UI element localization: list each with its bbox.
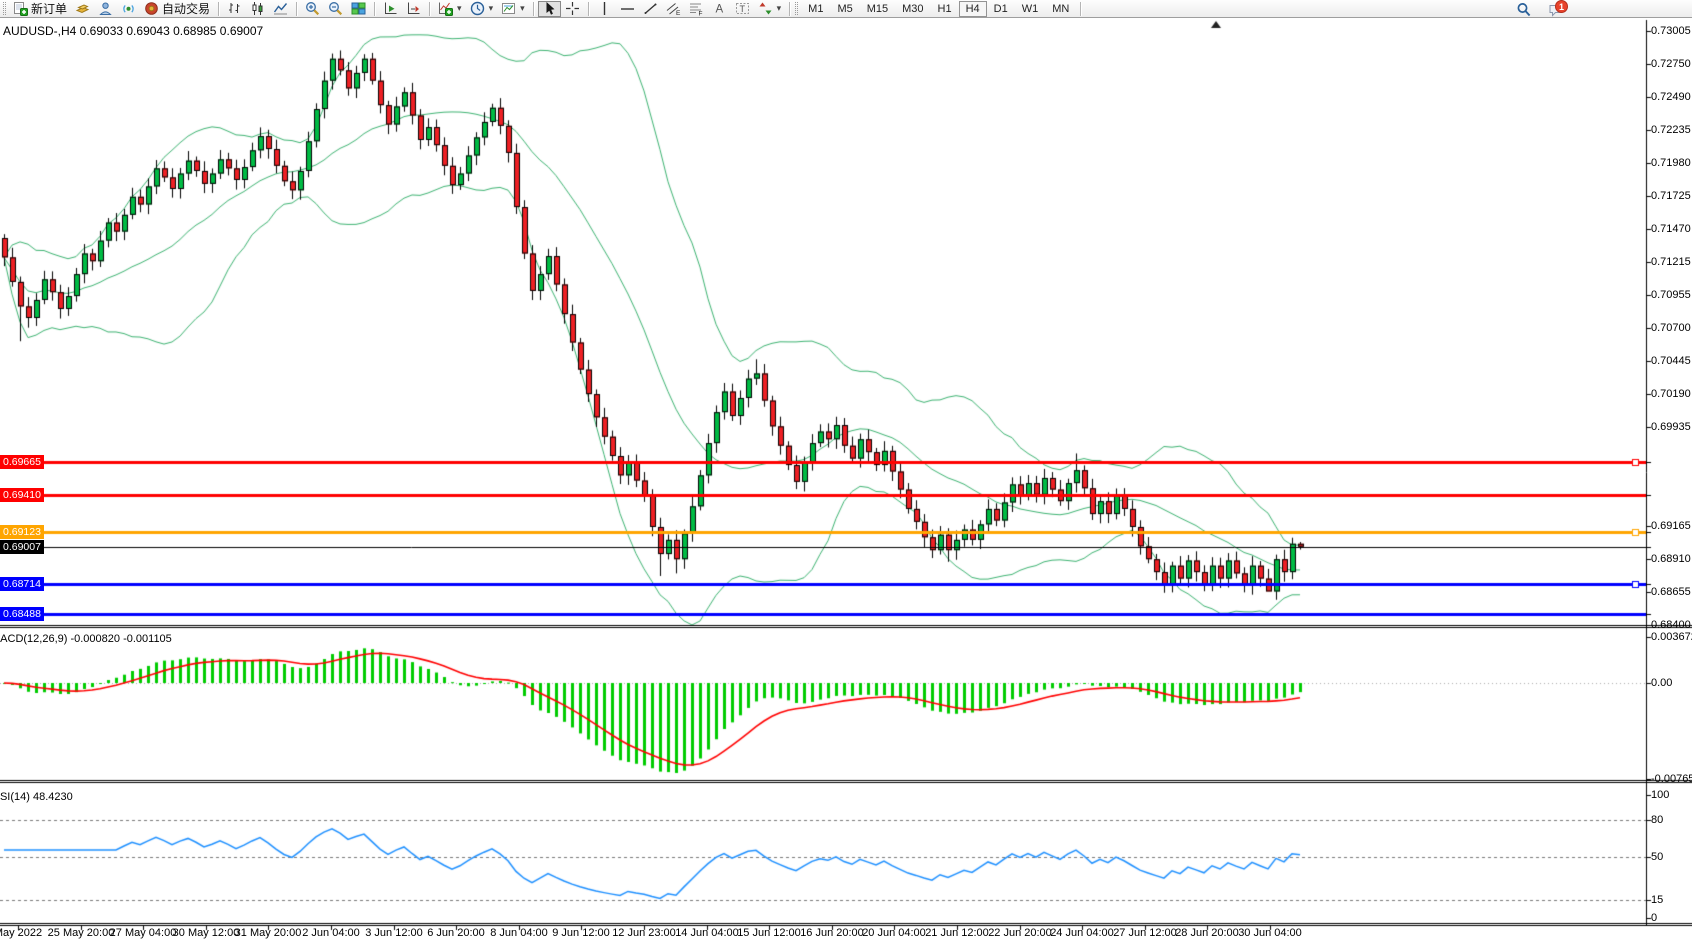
- timeframe-m15-button[interactable]: M15: [866, 2, 889, 15]
- market-watch-icon: [75, 1, 90, 16]
- indicators-button[interactable]: ▾: [434, 1, 466, 17]
- search-button[interactable]: [1512, 1, 1535, 17]
- bar-chart-button[interactable]: [223, 1, 246, 17]
- auto-scroll-icon: [383, 1, 398, 16]
- auto-trading-button[interactable]: 自动交易: [140, 1, 214, 17]
- zoom-out-button[interactable]: [324, 1, 347, 17]
- timeframe-h1-button[interactable]: H1: [937, 2, 952, 15]
- zoom-in-button[interactable]: [301, 1, 324, 17]
- svg-text:A: A: [715, 4, 723, 16]
- trendline-button[interactable]: [639, 1, 662, 17]
- horizontal-line-button[interactable]: [616, 1, 639, 17]
- arrows-button[interactable]: ▾: [754, 1, 786, 17]
- chevron-down-icon[interactable]: ▾: [457, 3, 462, 13]
- bar-chart-icon: [227, 1, 242, 16]
- periods-icon: [470, 1, 485, 16]
- chevron-down-icon[interactable]: ▾: [520, 3, 525, 13]
- data-window-icon: [98, 1, 113, 16]
- crosshair-icon: [565, 1, 580, 16]
- market-watch-button[interactable]: [71, 1, 94, 17]
- templates-icon: [501, 1, 516, 16]
- chevron-down-icon[interactable]: ▾: [776, 3, 782, 13]
- chart-shift-button[interactable]: [402, 1, 425, 17]
- templates-button[interactable]: ▾: [497, 1, 529, 17]
- text-button[interactable]: A: [708, 1, 731, 17]
- search-icon: [1516, 2, 1531, 17]
- crosshair-button[interactable]: [561, 1, 584, 17]
- cursor-button[interactable]: [537, 0, 561, 17]
- channel-icon: E: [666, 1, 681, 16]
- new-order-icon: [13, 1, 28, 16]
- fibonacci-icon: F: [689, 1, 704, 16]
- navigator-button[interactable]: [117, 1, 140, 17]
- svg-text:T: T: [739, 4, 745, 14]
- candlestick-button[interactable]: [246, 1, 269, 17]
- fibonacci-button[interactable]: F: [685, 1, 708, 17]
- text-icon: A: [712, 1, 727, 16]
- label-icon: T: [735, 1, 750, 16]
- tile-windows-button[interactable]: [347, 1, 370, 17]
- cursor-icon: [542, 1, 557, 16]
- timeframe-d1-button[interactable]: D1: [993, 2, 1008, 15]
- timeframe-h4-button[interactable]: H4: [958, 0, 987, 17]
- indicators-icon: [438, 1, 454, 16]
- vertical-line-button[interactable]: [593, 1, 616, 17]
- line-chart-button[interactable]: [269, 1, 292, 17]
- timeframe-m1-button[interactable]: M1: [808, 2, 824, 15]
- new-order-button-label: 新订单: [31, 2, 68, 16]
- line-chart-icon: [273, 1, 288, 16]
- zoom-out-icon: [328, 1, 343, 16]
- svg-text:E: E: [676, 10, 681, 16]
- chart-canvas[interactable]: [0, 18, 1692, 939]
- community-button[interactable]: 1: [1544, 0, 1568, 17]
- trendline-icon: [643, 1, 658, 16]
- timeframe-m5-button[interactable]: M5: [837, 2, 853, 15]
- timeframe-mn-button[interactable]: MN: [1052, 2, 1070, 15]
- notification-badge: 1: [1555, 0, 1568, 13]
- auto-scroll-button[interactable]: [379, 1, 402, 17]
- svg-text:F: F: [698, 11, 702, 17]
- auto-trading-icon: [144, 1, 159, 16]
- toolbar: 新订单 自动交易 ▾ ▾ ▾ E F A T ▾ M1 M5 M15 M30 H1 H4 D1 W1 MN 1: [0, 0, 1692, 18]
- chart-window: AUDUSD-,H4 0.69033 0.69043 0.68985 0.690…: [0, 18, 1692, 939]
- vline-icon: [597, 1, 612, 16]
- auto-trading-button-label: 自动交易: [162, 2, 211, 16]
- arrows-icon: [758, 1, 773, 16]
- timeframe-m30-button[interactable]: M30: [902, 2, 924, 15]
- data-window-button[interactable]: [94, 1, 117, 17]
- zoom-in-icon: [305, 1, 320, 16]
- text-label-button[interactable]: T: [731, 1, 754, 17]
- hline-icon: [620, 1, 635, 16]
- new-order-button[interactable]: 新订单: [9, 1, 71, 17]
- candlestick-icon: [250, 1, 265, 16]
- equidistant-channel-button[interactable]: E: [662, 1, 685, 17]
- timeframe-w1-button[interactable]: W1: [1021, 2, 1039, 15]
- tile-windows-icon: [351, 1, 366, 16]
- chart-shift-icon: [406, 1, 421, 16]
- periods-button[interactable]: ▾: [466, 1, 498, 17]
- navigator-icon: [121, 1, 136, 16]
- chevron-down-icon[interactable]: ▾: [488, 3, 494, 13]
